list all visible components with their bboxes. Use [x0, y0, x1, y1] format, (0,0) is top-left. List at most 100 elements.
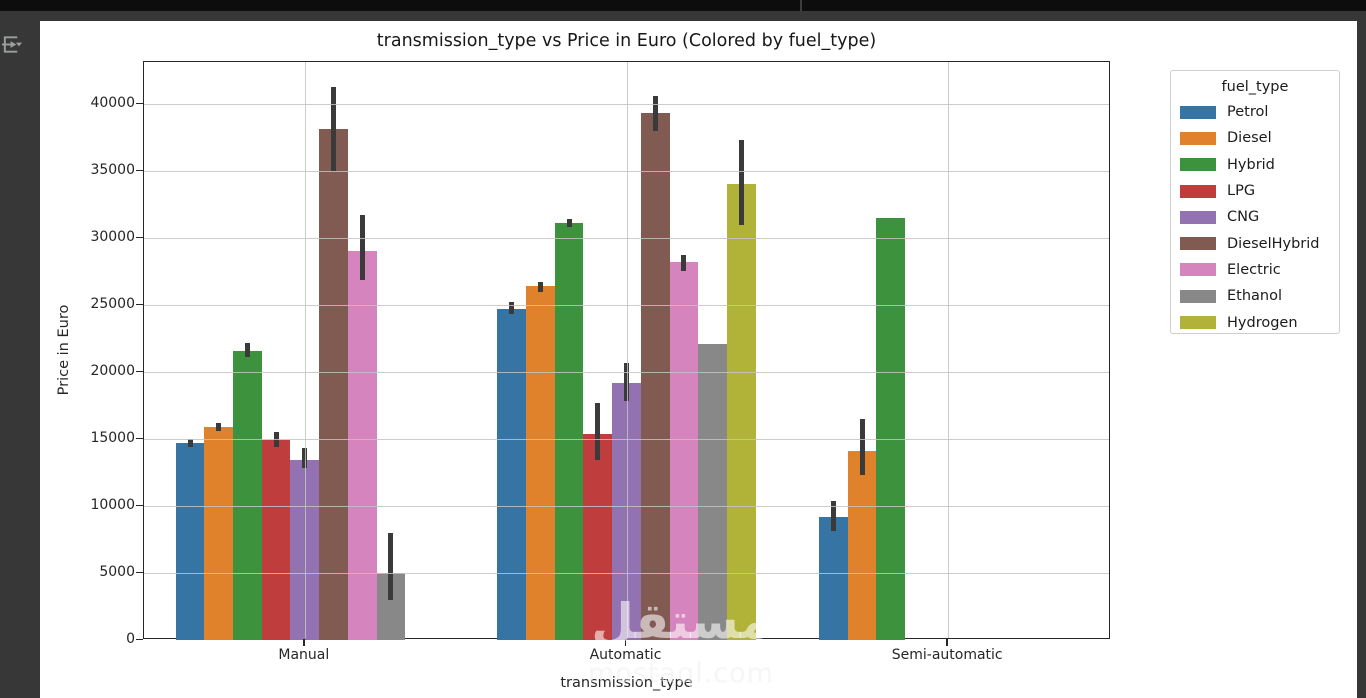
legend-swatch-hybrid — [1180, 158, 1216, 172]
v-gridline-manual — [304, 62, 306, 638]
legend-swatch-diesel — [1180, 131, 1216, 145]
legend-swatch-ethanol — [1180, 289, 1216, 303]
v-gridline-semi-automatic — [948, 62, 950, 638]
error-bar-diesel-semi-automatic — [859, 418, 865, 476]
error-bar-hydrogen-automatic — [738, 140, 744, 225]
legend-item-petrol: Petrol — [1171, 99, 1339, 125]
bar-dieselhybrid-automatic — [640, 113, 670, 640]
y-tick-mark-25000 — [136, 303, 143, 305]
legend-label-dieselhybrid: DieselHybrid — [1227, 235, 1320, 252]
error-bar-lpg-automatic — [595, 402, 601, 461]
y-axis-label: Price in Euro — [56, 304, 72, 396]
bar-electric-manual — [347, 251, 377, 640]
bar-petrol-manual — [175, 443, 205, 640]
error-bar-dieselhybrid-automatic — [652, 95, 658, 131]
bar-dieselhybrid-manual — [319, 129, 348, 640]
legend-item-diesel: Diesel — [1171, 125, 1339, 151]
y-tick-mark-40000 — [136, 102, 143, 104]
error-bar-petrol-semi-automatic — [830, 500, 836, 532]
bar-hydrogen-automatic — [726, 184, 756, 640]
error-bar-dieselhybrid-manual — [331, 86, 336, 171]
legend-item-hydrogen: Hydrogen — [1171, 309, 1339, 335]
legend-label-petrol: Petrol — [1227, 104, 1269, 121]
y-tick-mark-0 — [136, 638, 143, 640]
legend-label-diesel: Diesel — [1227, 130, 1272, 147]
bar-diesel-automatic — [526, 286, 555, 640]
legend-item-hybrid: Hybrid — [1171, 152, 1339, 178]
window-top-bar — [0, 0, 1366, 11]
bar-hybrid-manual — [233, 350, 262, 640]
x-axis-label: transmission_type — [560, 675, 693, 691]
y-tick-label-15000: 15000 — [90, 430, 135, 446]
bar-lpg-manual — [261, 440, 291, 640]
error-bar-petrol-manual — [187, 439, 193, 448]
x-tick-label-manual: Manual — [278, 647, 330, 663]
bar-lpg-automatic — [583, 433, 613, 640]
chart-title: transmission_type vs Price in Euro (Colo… — [376, 31, 877, 51]
y-tick-label-25000: 25000 — [90, 296, 135, 312]
y-tick-mark-15000 — [136, 437, 143, 439]
legend-swatch-petrol — [1180, 105, 1216, 119]
x-tick-label-semi-automatic: Semi-automatic — [891, 647, 1003, 663]
bar-diesel-manual — [204, 426, 234, 640]
error-bar-hybrid-automatic — [566, 219, 572, 228]
legend-label-hydrogen: Hydrogen — [1227, 314, 1298, 331]
export-arrow-icon[interactable] — [1, 32, 24, 57]
y-tick-label-20000: 20000 — [90, 363, 135, 379]
legend-item-lpg: LPG — [1171, 178, 1339, 204]
legend-swatch-cng — [1180, 210, 1216, 224]
bar-cng-automatic — [612, 382, 641, 640]
y-tick-label-0: 0 — [126, 631, 135, 647]
legend-label-ethanol: Ethanol — [1227, 288, 1283, 305]
left-sidebar — [0, 11, 40, 698]
chart-figure: transmission_type vs Price in Euro (Colo… — [40, 21, 1357, 698]
bar-petrol-semi-automatic — [819, 516, 848, 640]
legend-swatch-lpg — [1180, 184, 1216, 198]
legend-swatch-dieselhybrid — [1180, 237, 1216, 251]
y-tick-label-40000: 40000 — [90, 95, 135, 111]
v-gridline-automatic — [626, 62, 628, 638]
error-bar-diesel-automatic — [537, 282, 543, 292]
x-tick-label-automatic: Automatic — [589, 647, 662, 663]
y-tick-label-35000: 35000 — [90, 162, 135, 178]
x-tick-mark-manual — [303, 639, 305, 646]
bar-hybrid-automatic — [554, 223, 584, 640]
error-bar-petrol-automatic — [509, 302, 515, 315]
error-bar-electric-automatic — [681, 255, 687, 272]
y-tick-mark-5000 — [136, 571, 143, 573]
legend-item-dieselhybrid: DieselHybrid — [1171, 230, 1339, 256]
legend-swatch-electric — [1180, 263, 1216, 277]
legend-item-cng: CNG — [1171, 204, 1339, 230]
legend-label-cng: CNG — [1227, 209, 1260, 226]
bars-layer — [144, 62, 1109, 640]
legend-swatch-hydrogen — [1180, 316, 1216, 330]
y-tick-mark-10000 — [136, 504, 143, 506]
bar-petrol-automatic — [497, 309, 527, 640]
bar-ethanol-automatic — [698, 343, 727, 640]
error-bar-hybrid-manual — [244, 342, 250, 358]
legend-item-ethanol: Ethanol — [1171, 283, 1339, 309]
y-tick-mark-20000 — [136, 370, 143, 372]
legend-title: fuel_type — [1221, 79, 1289, 95]
y-tick-label-10000: 10000 — [90, 497, 135, 513]
legend-label-electric: Electric — [1227, 261, 1281, 278]
legend-box: fuel_type Petrol Diesel Hybrid LPG CNG Diesel… — [1170, 70, 1340, 334]
error-bar-electric-manual — [359, 215, 365, 280]
watermark-arabic-text: مستقل — [591, 593, 771, 650]
watermark-domain-text: mostaql.com — [588, 658, 774, 689]
bar-hybrid-semi-automatic — [876, 217, 906, 640]
y-tick-label-5000: 5000 — [99, 564, 135, 580]
bar-electric-automatic — [669, 262, 699, 640]
y-tick-label-30000: 30000 — [90, 229, 135, 245]
x-tick-mark-automatic — [624, 639, 627, 646]
plot-area — [143, 61, 1110, 640]
legend-label-hybrid: Hybrid — [1227, 156, 1275, 173]
grid-layer — [144, 62, 1109, 638]
legend-item-electric: Electric — [1171, 257, 1339, 283]
x-tick-mark-semi-automatic — [946, 639, 948, 646]
error-bar-ethanol-manual — [388, 532, 394, 600]
y-tick-mark-30000 — [136, 236, 143, 238]
top-bar-divider — [800, 0, 802, 11]
legend-items: Petrol Diesel Hybrid LPG CNG DieselHybrid Elec… — [1171, 99, 1339, 336]
